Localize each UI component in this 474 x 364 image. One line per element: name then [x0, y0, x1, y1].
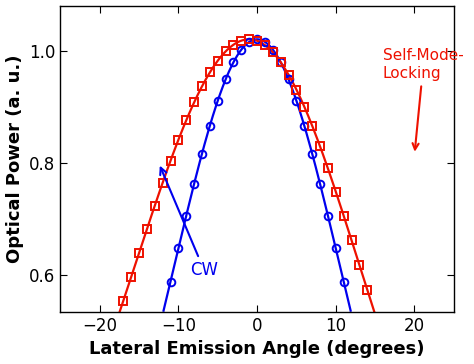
X-axis label: Lateral Emission Angle (degrees): Lateral Emission Angle (degrees): [89, 340, 425, 359]
Text: Self-Mode-
Locking: Self-Mode- Locking: [383, 48, 464, 150]
Y-axis label: Optical Power (a. u.): Optical Power (a. u.): [6, 55, 24, 263]
Text: CW: CW: [160, 168, 218, 280]
